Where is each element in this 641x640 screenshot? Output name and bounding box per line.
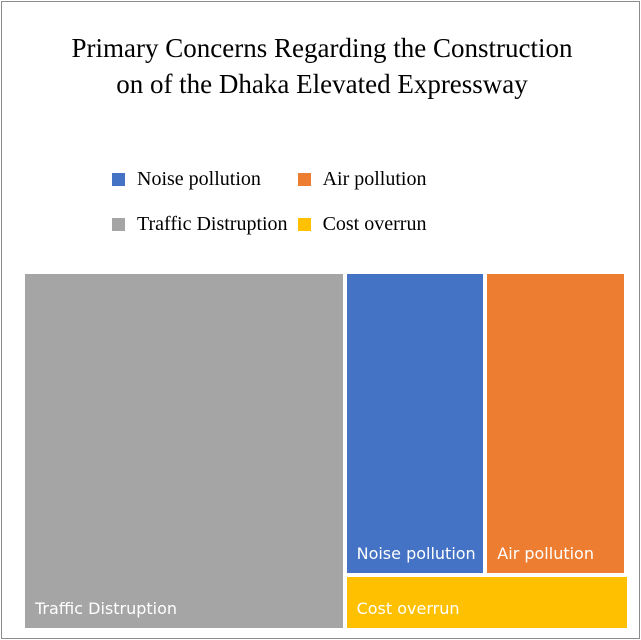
cell-label: Air pollution <box>497 544 594 564</box>
treemap-cell: Noise pollution <box>346 274 484 574</box>
treemap-cell: Traffic Distruption <box>25 274 343 628</box>
legend-label: Air pollution <box>322 168 427 190</box>
chart-title: Primary Concerns Regarding the Construct… <box>71 33 573 99</box>
cell-label: Cost overrun <box>356 598 460 618</box>
treemap-cell: Cost overrun <box>346 577 627 628</box>
legend-label: Noise pollution <box>137 168 261 190</box>
legend-swatch <box>297 218 311 231</box>
legend-label: Traffic Distruption <box>137 213 288 235</box>
legend-swatch <box>112 173 125 186</box>
cell-label: Noise pollution <box>356 544 476 564</box>
cell-label: Traffic Distruption <box>35 599 178 618</box>
legend-swatch <box>297 173 311 186</box>
legend-item: Air pollution <box>297 168 427 191</box>
legend: Noise pollution Air pollution Traffic Dist… <box>112 168 426 236</box>
legend-item: Traffic Distruption <box>112 213 288 236</box>
legend-label: Cost overrun <box>322 213 427 235</box>
legend-item: Cost overrun <box>297 213 427 236</box>
legend-swatch <box>112 218 125 231</box>
legend-item: Noise pollution <box>112 168 288 191</box>
treemap-cell: Air pollution <box>487 274 624 574</box>
